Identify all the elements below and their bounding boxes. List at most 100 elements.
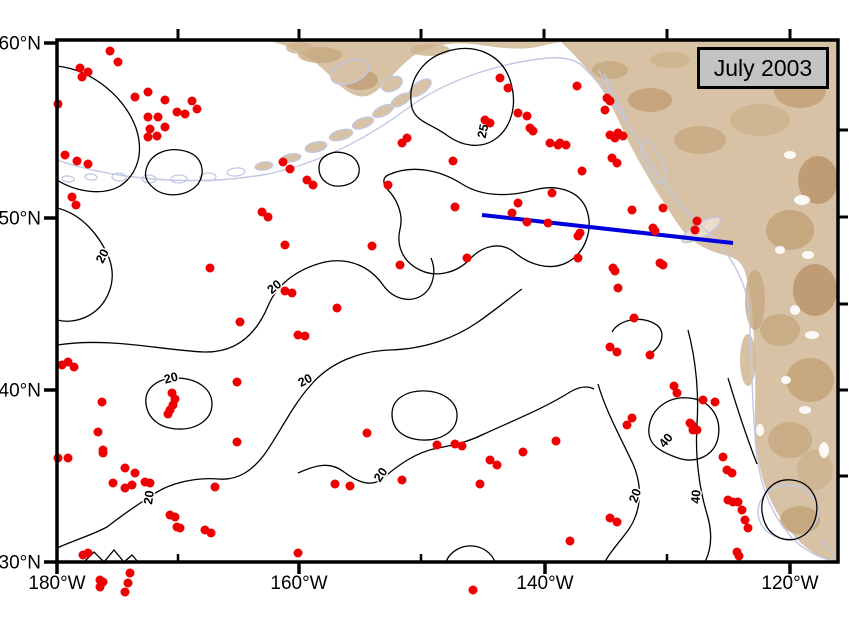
contour-line xyxy=(648,397,720,461)
float-dot xyxy=(734,551,744,561)
terrain-shading xyxy=(745,270,765,330)
float-dot xyxy=(235,317,245,327)
snow-patch xyxy=(790,305,800,315)
contour-line xyxy=(761,479,818,541)
float-dot xyxy=(345,481,355,491)
snow-patch xyxy=(819,442,829,458)
float-dot xyxy=(108,478,118,488)
map-frame xyxy=(55,38,840,564)
float-dot xyxy=(362,428,372,438)
float-dot xyxy=(152,131,162,141)
float-dot xyxy=(75,63,85,73)
float-dot xyxy=(457,441,467,451)
terrain-shading xyxy=(797,450,833,490)
island xyxy=(380,75,404,93)
terrain-shading xyxy=(740,334,756,386)
float-dot xyxy=(105,46,115,56)
snow-patch xyxy=(756,424,764,436)
float-dot xyxy=(718,452,728,462)
date-label-box: July 2003 xyxy=(697,47,829,89)
longitude-label: 140°W xyxy=(516,573,573,594)
snow-patch xyxy=(799,406,811,414)
float-dot xyxy=(71,200,81,210)
float-dot xyxy=(83,548,93,558)
contour-line xyxy=(727,377,758,465)
float-dot xyxy=(113,57,123,67)
terrain-shading xyxy=(628,88,672,112)
snow-patch xyxy=(802,251,814,259)
contour-line xyxy=(410,47,515,146)
contour-line xyxy=(145,377,213,430)
float-dot xyxy=(97,397,107,407)
island xyxy=(304,140,328,154)
float-dot xyxy=(172,107,182,117)
float-dot xyxy=(573,231,583,241)
longitude-label: 180°W xyxy=(28,573,85,594)
contour-line xyxy=(611,318,663,355)
latitude-label: 40°N xyxy=(0,381,41,402)
terrain-shading xyxy=(760,314,800,346)
float-dot xyxy=(205,263,215,273)
contour-label: 40 xyxy=(689,489,704,504)
float-dot xyxy=(485,118,495,128)
float-dot xyxy=(692,216,702,226)
date-label: July 2003 xyxy=(713,54,813,81)
terrain-shading xyxy=(650,52,690,68)
axis-ticks xyxy=(44,29,848,574)
float-dot xyxy=(627,413,637,423)
float-dot xyxy=(130,92,140,102)
float-dot xyxy=(485,455,495,465)
float-dot xyxy=(192,104,202,114)
float-dot xyxy=(278,157,288,167)
coastline-accent-line xyxy=(603,73,627,121)
longitude-label: 160°W xyxy=(270,573,327,594)
island xyxy=(254,161,274,171)
float-dot xyxy=(153,112,163,122)
float-dot xyxy=(612,158,622,168)
float-dot xyxy=(743,523,753,533)
float-dot xyxy=(257,207,267,217)
float-dot xyxy=(287,288,297,298)
float-dot xyxy=(300,331,310,341)
float-dot xyxy=(69,362,79,372)
float-dot xyxy=(503,83,513,93)
island xyxy=(61,175,75,183)
contour-line xyxy=(57,288,523,549)
terrain-shading xyxy=(674,126,726,154)
contour-line xyxy=(57,207,113,322)
island xyxy=(330,58,370,86)
float-dot xyxy=(733,497,743,507)
island xyxy=(170,174,188,184)
island xyxy=(226,167,246,177)
float-dot xyxy=(605,96,615,106)
float-dot xyxy=(672,388,682,398)
island xyxy=(328,128,354,142)
terrain-shading xyxy=(766,210,814,250)
terrain-shading xyxy=(786,358,834,402)
float-dot xyxy=(492,460,502,470)
coastline-accent-line xyxy=(57,57,838,562)
float-dot xyxy=(629,313,639,323)
latitude-label: 60°N xyxy=(0,34,41,55)
contour-label: 20 xyxy=(626,487,644,505)
float-dot xyxy=(555,138,565,148)
float-dot xyxy=(669,381,679,391)
float-dot xyxy=(698,395,708,405)
coastline-accent-line xyxy=(819,539,837,562)
longitude-label: 120°W xyxy=(761,573,818,594)
float-dot xyxy=(522,111,532,121)
float-dot xyxy=(432,440,442,450)
float-dot xyxy=(450,439,460,449)
float-dot xyxy=(545,138,555,148)
float-dot xyxy=(450,202,460,212)
terrain-shading xyxy=(592,61,628,79)
float-dot xyxy=(72,156,82,166)
float-dot xyxy=(397,475,407,485)
float-dot xyxy=(468,585,478,595)
float-dot xyxy=(610,133,620,143)
float-dot xyxy=(740,515,750,525)
float-dot xyxy=(332,303,342,313)
float-dot xyxy=(187,96,197,106)
float-dot xyxy=(60,150,70,160)
